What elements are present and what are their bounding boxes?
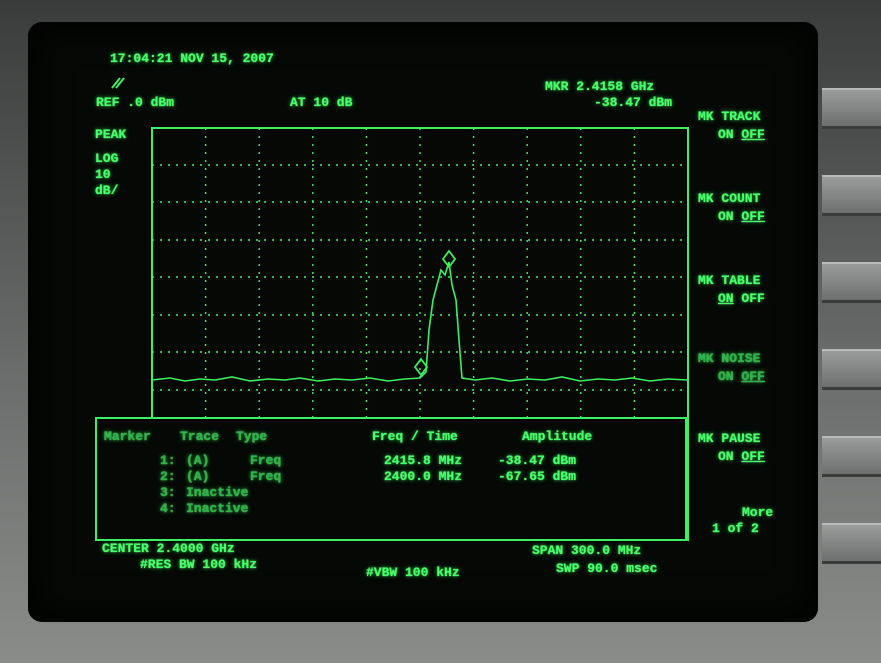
cell: 2400.0 MHz — [384, 470, 462, 484]
cell: 3: — [160, 486, 176, 500]
on-option: ON — [718, 291, 734, 306]
attenuation: AT 10 dB — [290, 96, 352, 110]
cell: Freq — [250, 454, 281, 468]
softkey-state: ON OFF — [718, 370, 765, 384]
cell: Freq — [250, 470, 281, 484]
cell: Inactive — [186, 486, 248, 500]
off-option: OFF — [741, 449, 764, 464]
sweep: SWP 90.0 msec — [556, 562, 657, 576]
marker-amp: -38.47 dBm — [594, 96, 672, 110]
datetime: 17:04:21 NOV 15, 2007 — [110, 52, 274, 66]
cell: (A) — [186, 454, 209, 468]
cell: -67.65 dBm — [498, 470, 576, 484]
marker-freq: MKR 2.4158 GHz — [545, 80, 654, 94]
body: 17:04:21 NOV 15, 2007 REF .0 dBm AT 10 d… — [0, 0, 881, 663]
page-indicator: 1 of 2 — [712, 522, 759, 536]
on-option: ON — [718, 209, 734, 224]
off-option: OFF — [741, 209, 764, 224]
scale-value: 10 — [95, 168, 111, 182]
vbw: #VBW 100 kHz — [366, 566, 460, 580]
softkey-label: MK COUNT — [698, 192, 760, 206]
page: html, body { margin: 0; padding: 0; } bo… — [0, 0, 881, 663]
col-type: Type — [236, 430, 267, 444]
softkey-state: ON OFF — [718, 450, 765, 464]
col-amplitude: Amplitude — [522, 430, 592, 444]
softkey-state: ON OFF — [718, 210, 765, 224]
span: SPAN 300.0 MHz — [532, 544, 641, 558]
cell: 2415.8 MHz — [384, 454, 462, 468]
scale-mode: LOG — [95, 152, 118, 166]
res-bw: #RES BW 100 kHz — [140, 558, 257, 572]
scale-unit: dB/ — [95, 184, 118, 198]
detector: PEAK — [95, 128, 126, 142]
off-option: OFF — [741, 127, 764, 142]
center-freq: CENTER 2.4000 GHz — [102, 542, 235, 556]
on-option: ON — [718, 369, 734, 384]
cell: 4: — [160, 502, 176, 516]
softkey-label: MK PAUSE — [698, 432, 760, 446]
softkey-label: MK TRACK — [698, 110, 760, 124]
cell: Inactive — [186, 502, 248, 516]
softkey-state: ON OFF — [718, 292, 765, 306]
softkey-label: MK NOISE — [698, 352, 760, 366]
col-trace: Trace — [180, 430, 219, 444]
ref-level: REF .0 dBm — [96, 96, 174, 110]
cell: 2: — [160, 470, 176, 484]
softkey-label: MK TABLE — [698, 274, 760, 288]
on-option: ON — [718, 449, 734, 464]
cell: 1: — [160, 454, 176, 468]
softkey-state: ON OFF — [718, 128, 765, 142]
more-label: More — [742, 506, 773, 520]
off-option: OFF — [741, 369, 764, 384]
off-option: OFF — [741, 291, 764, 306]
col-marker: Marker — [104, 430, 151, 444]
on-option: ON — [718, 127, 734, 142]
cell: -38.47 dBm — [498, 454, 576, 468]
col-freq: Freq / Time — [372, 430, 458, 444]
logo — [112, 78, 124, 88]
cell: (A) — [186, 470, 209, 484]
